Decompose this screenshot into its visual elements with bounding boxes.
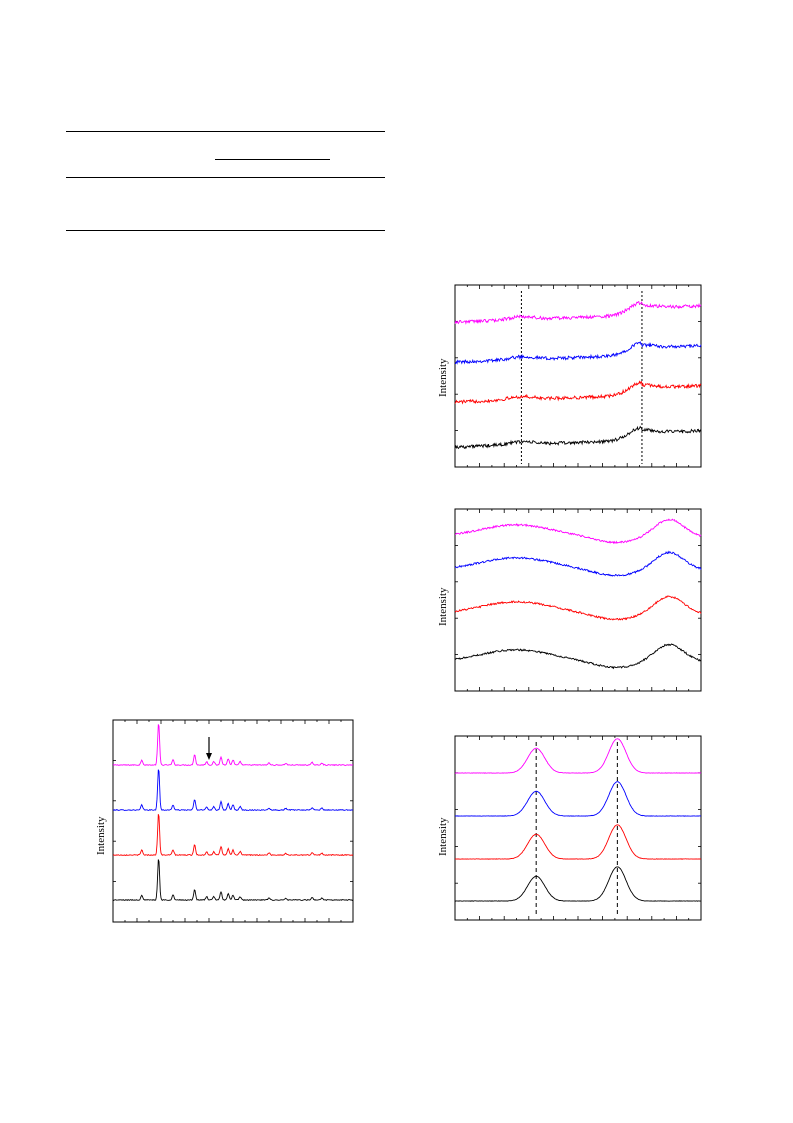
chart-panel-right-top: Intensity [437, 282, 707, 472]
series-line [454, 380, 702, 405]
series-group [454, 738, 702, 902]
table-top-rule [66, 131, 385, 132]
table-header-rule [66, 177, 385, 178]
series-line [454, 550, 702, 577]
chart-panel-right-bottom: Intensity [437, 731, 707, 925]
plot-frame [454, 284, 702, 468]
series-line [454, 425, 702, 450]
series-group [112, 724, 354, 902]
series-line [454, 595, 702, 621]
series-line [454, 643, 702, 670]
series-line [455, 341, 702, 365]
plot-frame [454, 508, 702, 692]
series-line [112, 769, 354, 812]
series-group [454, 300, 702, 450]
axis-ticks [455, 285, 701, 467]
axis-ticks [113, 720, 353, 922]
series-line [454, 866, 701, 902]
plot-frame [454, 735, 702, 921]
plot-frame [112, 719, 354, 923]
y-axis-label: Intensity [437, 587, 449, 626]
y-axis-label: Intensity [437, 358, 449, 397]
series-line [454, 738, 702, 774]
chart-svg: Intensity [95, 719, 354, 923]
annotation-group [206, 737, 212, 760]
reference-lines [535, 742, 618, 917]
series-line [455, 518, 702, 545]
reference-lines [520, 291, 643, 464]
y-axis-label: Intensity [95, 816, 107, 855]
table-bottom-rule [66, 230, 385, 231]
series-line [454, 300, 702, 325]
axis-ticks [455, 736, 701, 920]
series-line [112, 859, 354, 902]
table-header-underline [215, 159, 330, 160]
chart-panel-right-middle: Intensity [437, 506, 707, 696]
chart-svg: Intensity [437, 508, 702, 692]
series-group [454, 518, 702, 670]
chart-svg: Intensity [437, 284, 702, 468]
chart-panel-bottom-left: Intensity [95, 715, 360, 927]
chart-svg: Intensity [437, 735, 702, 921]
series-line [454, 781, 702, 817]
series-line [112, 814, 354, 857]
y-axis-label: Intensity [437, 817, 449, 856]
axis-ticks [455, 509, 701, 691]
arrow-head [206, 753, 212, 760]
series-line [112, 724, 354, 767]
series-line [455, 824, 702, 860]
